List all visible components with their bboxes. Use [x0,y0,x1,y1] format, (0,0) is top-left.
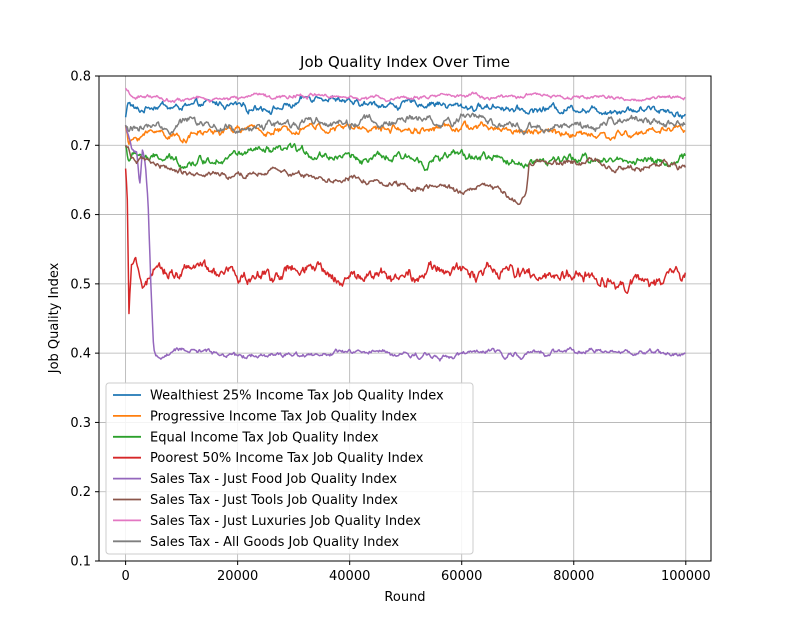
chart-title: Job Quality Index Over Time [299,53,510,71]
x-tick-label: 40000 [329,569,370,584]
series-line [124,112,686,136]
y-tick-label: 0.1 [70,555,91,570]
legend-box [105,382,474,555]
series-line [124,144,686,206]
legend-entry: Sales Tax - Just Luxuries Job Quality In… [150,514,421,529]
legend: Wealthiest 25% Income Tax Job Quality In… [105,382,474,555]
y-tick-label: 0.2 [70,485,91,500]
x-tick-label: 80000 [553,569,594,584]
legend-entry: Sales Tax - Just Food Job Quality Index [150,472,397,487]
y-tick-label: 0.8 [70,70,91,85]
x-tick-label: 20000 [217,569,258,584]
legend-entry: Wealthiest 25% Income Tax Job Quality In… [150,389,444,404]
x-tick-label: 0 [121,569,129,584]
legend-entry: Sales Tax - Just Tools Job Quality Index [150,493,398,508]
y-tick-label: 0.7 [70,139,91,154]
y-tick-label: 0.3 [70,416,91,431]
axis-ticks: 0 20000 40000 60000 80000 100000 0.1 0.2 0.3 0.4 0… [70,70,710,585]
series-line [124,168,686,315]
series-line [124,87,686,104]
y-tick-label: 0.4 [70,347,91,362]
x-tick-label: 100000 [661,569,711,584]
y-tick-label: 0.6 [70,208,91,223]
x-axis-label: Round [384,590,425,605]
series-lines [124,87,686,362]
legend-entry: Progressive Income Tax Job Quality Index [150,409,417,424]
series-line [124,120,686,146]
x-tick-label: 60000 [441,569,482,584]
series-line [124,94,686,119]
y-axis-label: Job Quality Index [47,262,62,374]
plot-frame [98,75,712,562]
y-tick-label: 0.5 [70,277,91,292]
series-line [124,124,686,362]
legend-entry: Equal Income Tax Job Quality Index [150,430,379,445]
legend-entry: Poorest 50% Income Tax Job Quality Index [150,451,424,466]
legend-entry: Sales Tax - All Goods Job Quality Index [150,535,399,550]
